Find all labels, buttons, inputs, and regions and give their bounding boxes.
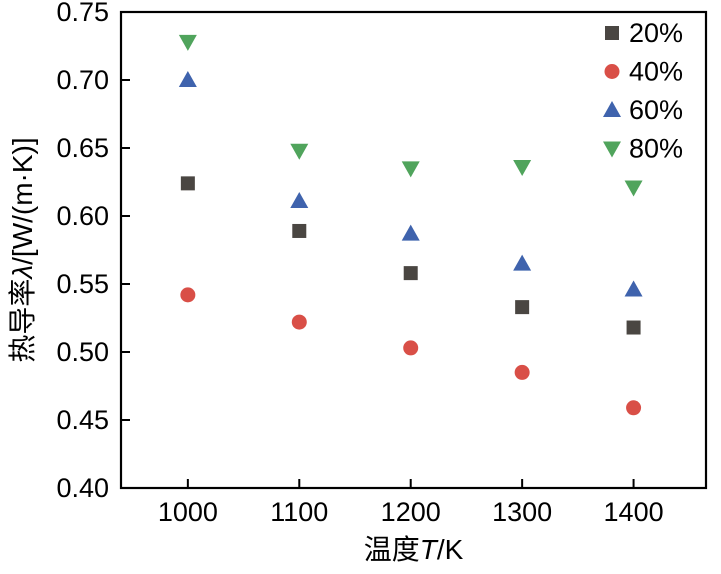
- data-point-20%: [515, 300, 530, 315]
- x-tick-label: 1100: [270, 497, 328, 527]
- y-tick-label: 0.55: [56, 269, 109, 299]
- data-point-40%: [180, 287, 196, 303]
- legend-marker-80%: [603, 141, 621, 158]
- x-tick-label: 1200: [381, 497, 441, 527]
- y-axis-title: 热导率λ/[W/(m·K)]: [7, 137, 38, 362]
- data-point-60%: [401, 224, 420, 241]
- y-tick-label: 0.60: [56, 201, 109, 231]
- y-tick-label: 0.70: [56, 65, 109, 95]
- data-point-40%: [403, 340, 419, 356]
- data-point-80%: [513, 160, 532, 177]
- data-point-80%: [624, 180, 643, 197]
- data-point-80%: [178, 34, 197, 51]
- y-tick-label: 0.75: [56, 0, 109, 27]
- y-tick-label: 0.50: [56, 337, 109, 367]
- legend-marker-20%: [605, 26, 619, 40]
- series-80%: [178, 34, 643, 197]
- legend-label-40%: 40%: [629, 57, 683, 87]
- data-point-40%: [626, 400, 642, 416]
- data-point-20%: [626, 320, 641, 335]
- legend-marker-60%: [603, 101, 621, 117]
- data-point-80%: [401, 161, 420, 178]
- legend-label-20%: 20%: [629, 18, 683, 48]
- series-20%: [180, 176, 641, 335]
- plot-border: [119, 10, 708, 490]
- data-point-60%: [624, 280, 643, 297]
- data-point-60%: [178, 71, 197, 87]
- legend-label-80%: 80%: [629, 134, 683, 164]
- series-40%: [180, 287, 642, 416]
- x-tick-label: 1000: [158, 497, 218, 527]
- data-point-40%: [514, 364, 530, 380]
- y-tick-label: 0.40: [56, 473, 109, 503]
- data-point-60%: [290, 192, 309, 209]
- legend: 20% 40% 60% 80%: [603, 18, 683, 164]
- data-point-60%: [513, 254, 532, 271]
- y-tick-label: 0.65: [56, 133, 109, 163]
- legend-label-60%: 60%: [629, 95, 683, 125]
- y-tick-label: 0.45: [56, 405, 109, 435]
- x-axis-title: 温度T/K: [364, 534, 464, 565]
- data-point-80%: [290, 143, 309, 160]
- data-point-20%: [180, 176, 195, 191]
- data-point-20%: [292, 223, 307, 238]
- series-60%: [178, 71, 643, 297]
- data-point-40%: [291, 314, 307, 330]
- data-point-20%: [403, 266, 418, 281]
- x-tick-label: 1300: [492, 497, 552, 527]
- legend-marker-40%: [604, 64, 620, 79]
- x-tick-label: 1400: [604, 497, 664, 527]
